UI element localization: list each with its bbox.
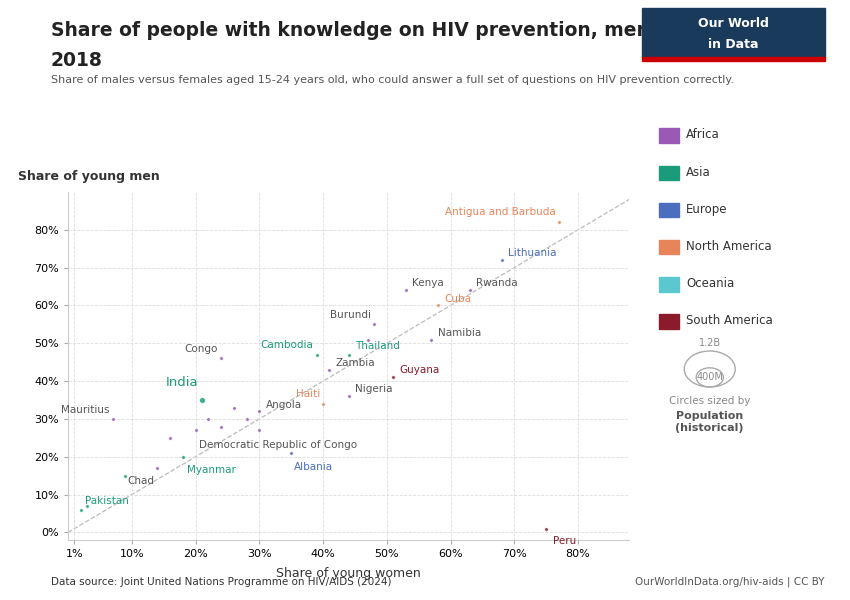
Text: Peru: Peru <box>552 536 575 546</box>
Text: Cuba: Cuba <box>444 293 471 304</box>
Text: OurWorldInData.org/hiv-aids | CC BY: OurWorldInData.org/hiv-aids | CC BY <box>635 576 824 587</box>
Text: 2018: 2018 <box>51 51 103 70</box>
Text: in Data: in Data <box>708 38 758 51</box>
Point <box>189 425 202 435</box>
Text: India: India <box>166 376 199 389</box>
Text: Circles sized by: Circles sized by <box>669 396 751 406</box>
Text: Our World: Our World <box>698 17 768 30</box>
Point <box>195 395 209 405</box>
Text: Burundi: Burundi <box>330 310 371 320</box>
Point <box>342 391 355 401</box>
Point <box>163 433 177 443</box>
Text: Share of young men: Share of young men <box>18 170 159 184</box>
Text: Asia: Asia <box>686 166 711 179</box>
Point <box>284 448 298 458</box>
Text: Angola: Angola <box>265 400 302 410</box>
Text: North America: North America <box>686 240 772 253</box>
Text: Antigua and Barbuda: Antigua and Barbuda <box>445 206 556 217</box>
Point <box>227 403 241 412</box>
Point <box>386 373 400 382</box>
Point <box>74 505 88 515</box>
Text: Kenya: Kenya <box>412 278 444 289</box>
Point <box>424 335 438 344</box>
Point <box>367 320 381 329</box>
Point <box>176 452 190 461</box>
Point <box>201 414 215 424</box>
Point <box>462 286 476 295</box>
Point <box>539 524 552 533</box>
Text: Namibia: Namibia <box>438 328 481 338</box>
Text: Oceania: Oceania <box>686 277 734 290</box>
Text: Democratic Republic of Congo: Democratic Republic of Congo <box>199 440 357 450</box>
Text: Population: Population <box>676 411 744 421</box>
Text: Congo: Congo <box>184 344 218 354</box>
Point <box>105 414 119 424</box>
Text: Rwanda: Rwanda <box>476 278 518 289</box>
Text: Chad: Chad <box>127 476 154 487</box>
Point <box>400 286 413 295</box>
Point <box>342 350 355 359</box>
Text: Nigeria: Nigeria <box>355 385 393 394</box>
Text: Albania: Albania <box>294 463 333 472</box>
Point <box>214 422 228 431</box>
Text: Share of people with knowledge on HIV prevention, men vs. women,: Share of people with knowledge on HIV pr… <box>51 21 776 40</box>
Point <box>150 463 164 473</box>
Text: (historical): (historical) <box>676 423 744 433</box>
Point <box>118 471 133 481</box>
Text: 1.2B: 1.2B <box>699 338 721 348</box>
Point <box>322 365 336 374</box>
Text: Data source: Joint United Nations Programme on HIV/AIDS (2024): Data source: Joint United Nations Progra… <box>51 577 392 587</box>
Point <box>495 255 508 265</box>
Point <box>252 425 266 435</box>
Point <box>80 501 94 511</box>
Text: Europe: Europe <box>686 203 728 216</box>
Point <box>552 217 566 227</box>
Point <box>240 414 253 424</box>
Point <box>431 301 445 310</box>
Text: 400M: 400M <box>696 373 723 382</box>
Point <box>360 335 374 344</box>
Text: Thailand: Thailand <box>355 341 400 351</box>
Point <box>316 399 330 409</box>
Point <box>252 407 266 416</box>
Text: Cambodia: Cambodia <box>261 340 314 350</box>
Text: Share of males versus females aged 15-24 years old, who could answer a full set : Share of males versus females aged 15-24… <box>51 75 734 85</box>
Text: Zambia: Zambia <box>336 358 376 368</box>
Text: Haiti: Haiti <box>296 389 320 399</box>
Text: South America: South America <box>686 314 773 328</box>
Point <box>214 353 228 363</box>
Text: Myanmar: Myanmar <box>187 465 236 475</box>
Point <box>309 350 323 359</box>
Text: Mauritius: Mauritius <box>61 405 110 415</box>
X-axis label: Share of young women: Share of young women <box>276 568 421 580</box>
Text: Lithuania: Lithuania <box>508 248 557 258</box>
Text: Africa: Africa <box>686 128 720 142</box>
Text: Guyana: Guyana <box>400 365 439 376</box>
Text: Pakistan: Pakistan <box>85 496 129 506</box>
